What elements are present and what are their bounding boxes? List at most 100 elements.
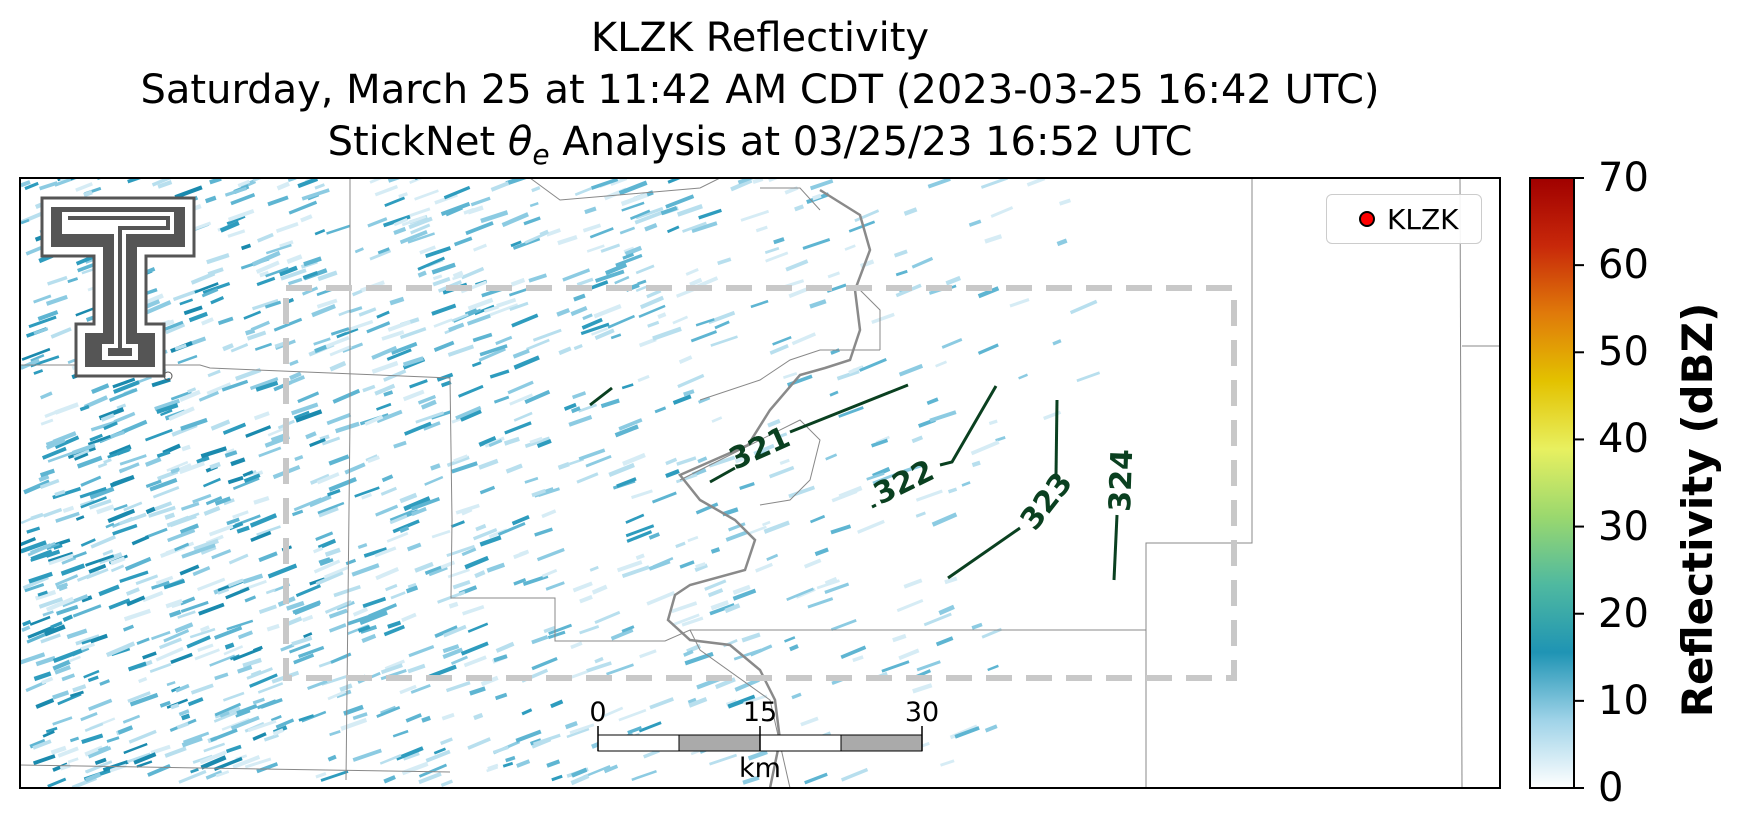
reflectivity-streak: [324, 547, 341, 557]
reflectivity-streak: [103, 421, 118, 431]
reflectivity-streak: [635, 264, 655, 275]
reflectivity-streak: [666, 225, 680, 234]
reflectivity-streak: [401, 612, 417, 623]
reflectivity-streak: [840, 645, 867, 660]
reflectivity-streak: [44, 624, 66, 637]
reflectivity-streak: [179, 389, 201, 402]
reflectivity-streak: [594, 610, 621, 624]
contour-label-324: 324: [1103, 448, 1140, 512]
reflectivity-streak: [387, 320, 412, 332]
reflectivity-streak: [230, 343, 249, 353]
reflectivity-streak: [45, 726, 58, 734]
reflectivity-streak: [840, 767, 869, 782]
reflectivity-streak: [903, 462, 927, 473]
reflectivity-streak: [83, 190, 93, 198]
reflectivity-streak: [20, 358, 40, 370]
reflectivity-streak: [895, 269, 908, 277]
reflectivity-streak: [690, 330, 718, 343]
reflectivity-streak: [37, 310, 59, 322]
reflectivity-streak: [675, 541, 686, 549]
reflectivity-streak: [541, 509, 557, 519]
reflectivity-streak: [687, 535, 699, 543]
reflectivity-streak: [80, 475, 102, 487]
reflectivity-streak: [249, 673, 278, 688]
reflectivity-streak: [247, 719, 277, 733]
reflectivity-streak: [257, 232, 274, 243]
reflectivity-streak: [620, 192, 648, 207]
reflectivity-streak: [710, 600, 729, 611]
reflectivity-streak: [424, 475, 444, 486]
reflectivity-streak: [123, 501, 143, 512]
reflectivity-streak: [532, 733, 561, 746]
reflectivity-streak: [431, 529, 451, 539]
reflectivity-streak: [221, 717, 251, 731]
reflectivity-streak: [166, 460, 189, 472]
reflectivity-streak: [138, 676, 148, 684]
reflectivity-streak: [227, 475, 244, 485]
colorbar-tick-label: 50: [1598, 329, 1649, 376]
reflectivity-streak: [223, 498, 235, 506]
reflectivity-streak: [541, 568, 558, 578]
reflectivity-streak: [515, 729, 542, 743]
reflectivity-streak: [41, 446, 67, 460]
klzk-marker-icon: [1359, 211, 1375, 227]
reflectivity-streak: [1056, 238, 1068, 247]
reflectivity-streak: [352, 712, 368, 721]
reflectivity-streak: [627, 726, 643, 735]
reflectivity-streak: [230, 715, 260, 731]
reflectivity-streak: [526, 338, 550, 351]
reflectivity-streak: [151, 580, 170, 590]
reflectivity-streak: [211, 549, 232, 560]
reflectivity-streak: [52, 648, 83, 663]
reflectivity-streak: [440, 737, 453, 746]
reflectivity-streak: [24, 181, 39, 191]
reflectivity-streak: [181, 736, 203, 748]
reflectivity-streak: [921, 741, 930, 748]
reflectivity-streak: [871, 438, 889, 448]
reflectivity-streak: [275, 222, 299, 233]
reflectivity-streak: [214, 496, 232, 506]
reflectivity-streak: [510, 277, 526, 287]
reflectivity-streak: [209, 654, 236, 667]
reflectivity-streak: [327, 690, 347, 701]
reflectivity-streak: [174, 622, 194, 634]
reflectivity-streak: [214, 702, 242, 717]
reflectivity-streak: [351, 289, 363, 297]
reflectivity-streak: [253, 411, 270, 421]
reflectivity-streak: [292, 638, 304, 645]
reflectivity-streak: [179, 298, 194, 306]
reflectivity-streak: [272, 728, 284, 736]
reflectivity-streak: [126, 595, 146, 607]
reflectivity-streak: [256, 525, 281, 537]
reflectivity-streak: [232, 755, 261, 770]
reflectivity-streak: [872, 466, 891, 478]
reflectivity-streak: [180, 501, 200, 511]
reflectivity-streak: [270, 715, 282, 722]
reflectivity-streak: [180, 600, 209, 614]
reflectivity-streak: [502, 761, 514, 768]
reflectivity-streak: [72, 684, 87, 693]
theta-e-contours: [589, 383, 1119, 581]
reflectivity-streak: [911, 256, 934, 269]
reflectivity-streak: [442, 647, 464, 660]
reflectivity-streak: [848, 365, 864, 375]
reflectivity-streak: [764, 246, 780, 255]
reflectivity-streak: [539, 229, 549, 237]
reflectivity-streak: [365, 454, 378, 462]
reflectivity-streak: [802, 237, 831, 250]
reflectivity-streak: [572, 581, 593, 593]
reflectivity-streak: [452, 579, 471, 590]
reflectivity-streak: [30, 354, 45, 362]
reflectivity-streak: [414, 189, 439, 201]
reflectivity-streak: [85, 554, 115, 567]
reflectivity-streak: [217, 316, 234, 326]
reflectivity-streak: [510, 240, 522, 248]
reflectivity-streak: [110, 763, 127, 773]
reflectivity-streak: [376, 310, 390, 319]
reflectivity-streak: [149, 662, 172, 673]
reflectivity-streak: [235, 367, 262, 381]
reflectivity-streak: [68, 655, 81, 663]
reflectivity-streak: [732, 584, 751, 595]
reflectivity-streak: [406, 542, 422, 552]
reflectivity-streak: [436, 372, 454, 382]
